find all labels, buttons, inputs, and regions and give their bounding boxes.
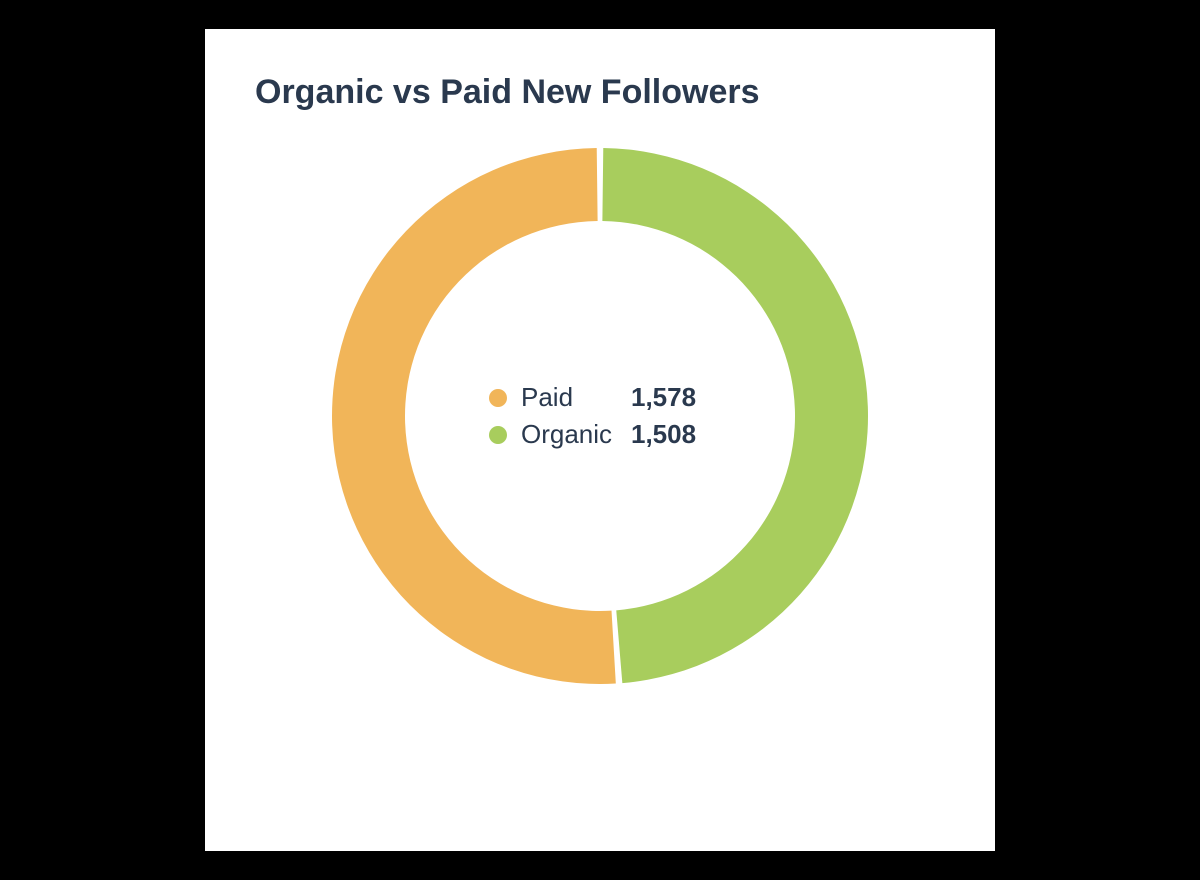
donut-chart: Paid1,578Organic1,508 xyxy=(332,148,868,684)
legend-row-organic: Organic1,508 xyxy=(489,419,711,450)
card-title: Organic vs Paid New Followers xyxy=(255,73,945,112)
legend-swatch-paid xyxy=(489,389,507,407)
followers-card: Organic vs Paid New Followers Paid1,578O… xyxy=(205,29,995,851)
chart-legend: Paid1,578Organic1,508 xyxy=(489,376,711,456)
legend-label-paid: Paid xyxy=(521,382,631,413)
legend-value-paid: 1,578 xyxy=(631,382,711,413)
page-stage: Organic vs Paid New Followers Paid1,578O… xyxy=(0,0,1200,880)
legend-row-paid: Paid1,578 xyxy=(489,382,711,413)
legend-swatch-organic xyxy=(489,426,507,444)
legend-label-organic: Organic xyxy=(521,419,631,450)
legend-value-organic: 1,508 xyxy=(631,419,711,450)
